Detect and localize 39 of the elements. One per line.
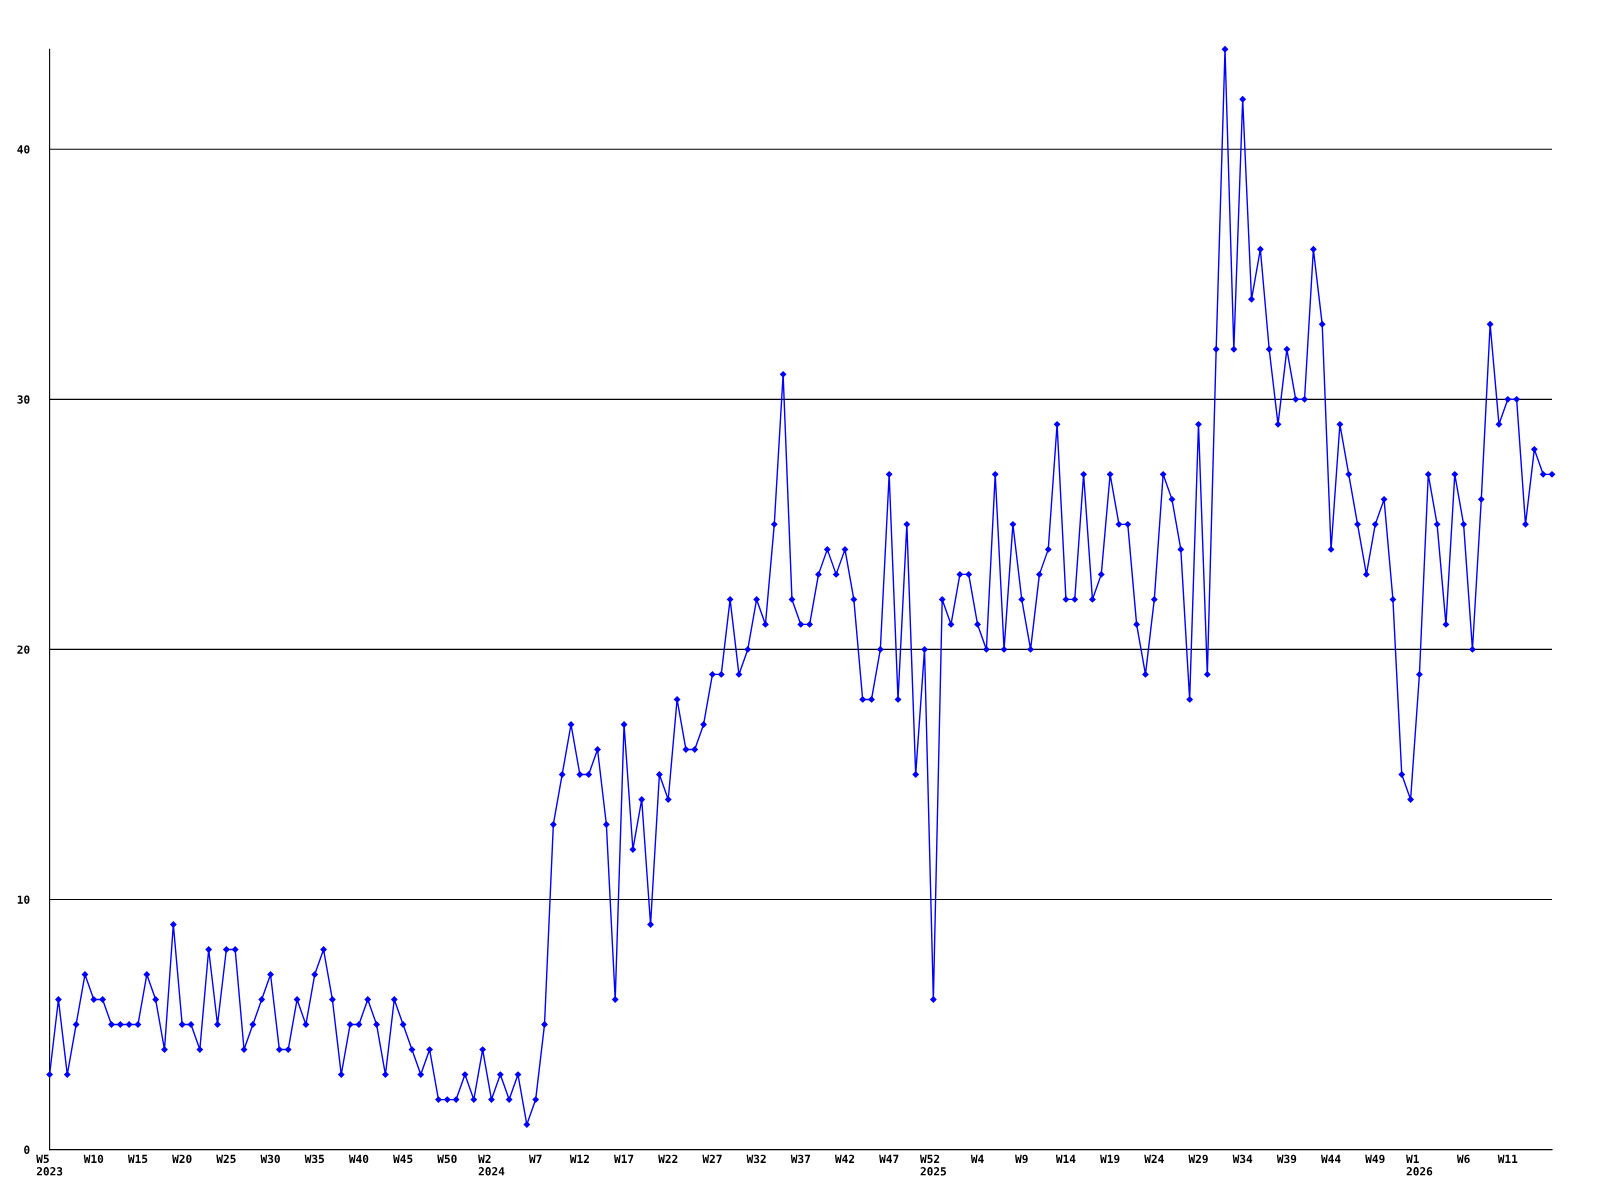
x-tick-label: W14 — [1055, 1154, 1076, 1163]
x-tick-label: W12 — [569, 1154, 589, 1163]
y-tick-label: 10 — [17, 895, 30, 904]
x-tick-label: W24 — [1144, 1154, 1164, 1163]
x-tick-label: W29 — [1188, 1154, 1208, 1164]
x-tick-label: W40 — [348, 1154, 369, 1164]
x-tick-label: W7 — [528, 1154, 542, 1163]
x-tick-label: W2 2024 — [478, 1154, 505, 1176]
y-tick-label: 40 — [17, 145, 30, 154]
x-tick-label: W1 2026 — [1406, 1154, 1433, 1176]
x-tick-label: W4 — [970, 1154, 984, 1163]
y-tick-label: 30 — [17, 395, 30, 404]
x-tick-label: W39 — [1276, 1154, 1297, 1164]
x-tick-label: W19 — [1100, 1154, 1120, 1164]
x-tick-label: W11 — [1497, 1154, 1518, 1163]
x-tick-label: W10 — [83, 1154, 104, 1164]
x-tick-label: W35 — [304, 1154, 325, 1164]
y-tick-label: 20 — [17, 645, 30, 654]
x-tick-label: W17 — [614, 1154, 634, 1163]
x-tick-label: W45 — [393, 1154, 413, 1164]
y-tick-label: 0 — [24, 1145, 30, 1154]
x-tick-label: W34 — [1232, 1154, 1253, 1164]
x-tick-label: W9 — [1015, 1154, 1028, 1164]
x-tick-label: W44 — [1321, 1154, 1341, 1163]
x-tick-label: W52 2025 — [919, 1154, 946, 1176]
x-tick-label: W30 — [260, 1154, 280, 1164]
x-tick-label: W5 2023 — [36, 1154, 63, 1176]
x-tick-label: W47 — [879, 1154, 899, 1163]
x-tick-label: W15 — [127, 1154, 148, 1164]
x-tick-label: W22 — [658, 1154, 678, 1163]
x-tick-label: W32 — [746, 1154, 766, 1164]
x-tick-label: W42 — [834, 1154, 855, 1163]
x-tick-label: W27 — [702, 1154, 722, 1163]
x-tick-label: W25 — [216, 1154, 236, 1164]
x-tick-label: W49 — [1365, 1154, 1385, 1164]
x-tick-label: W6 — [1456, 1154, 1470, 1164]
x-tick-label: W20 — [172, 1154, 192, 1164]
x-tick-label: W50 — [437, 1154, 457, 1164]
x-tick-label: W37 — [790, 1154, 810, 1164]
